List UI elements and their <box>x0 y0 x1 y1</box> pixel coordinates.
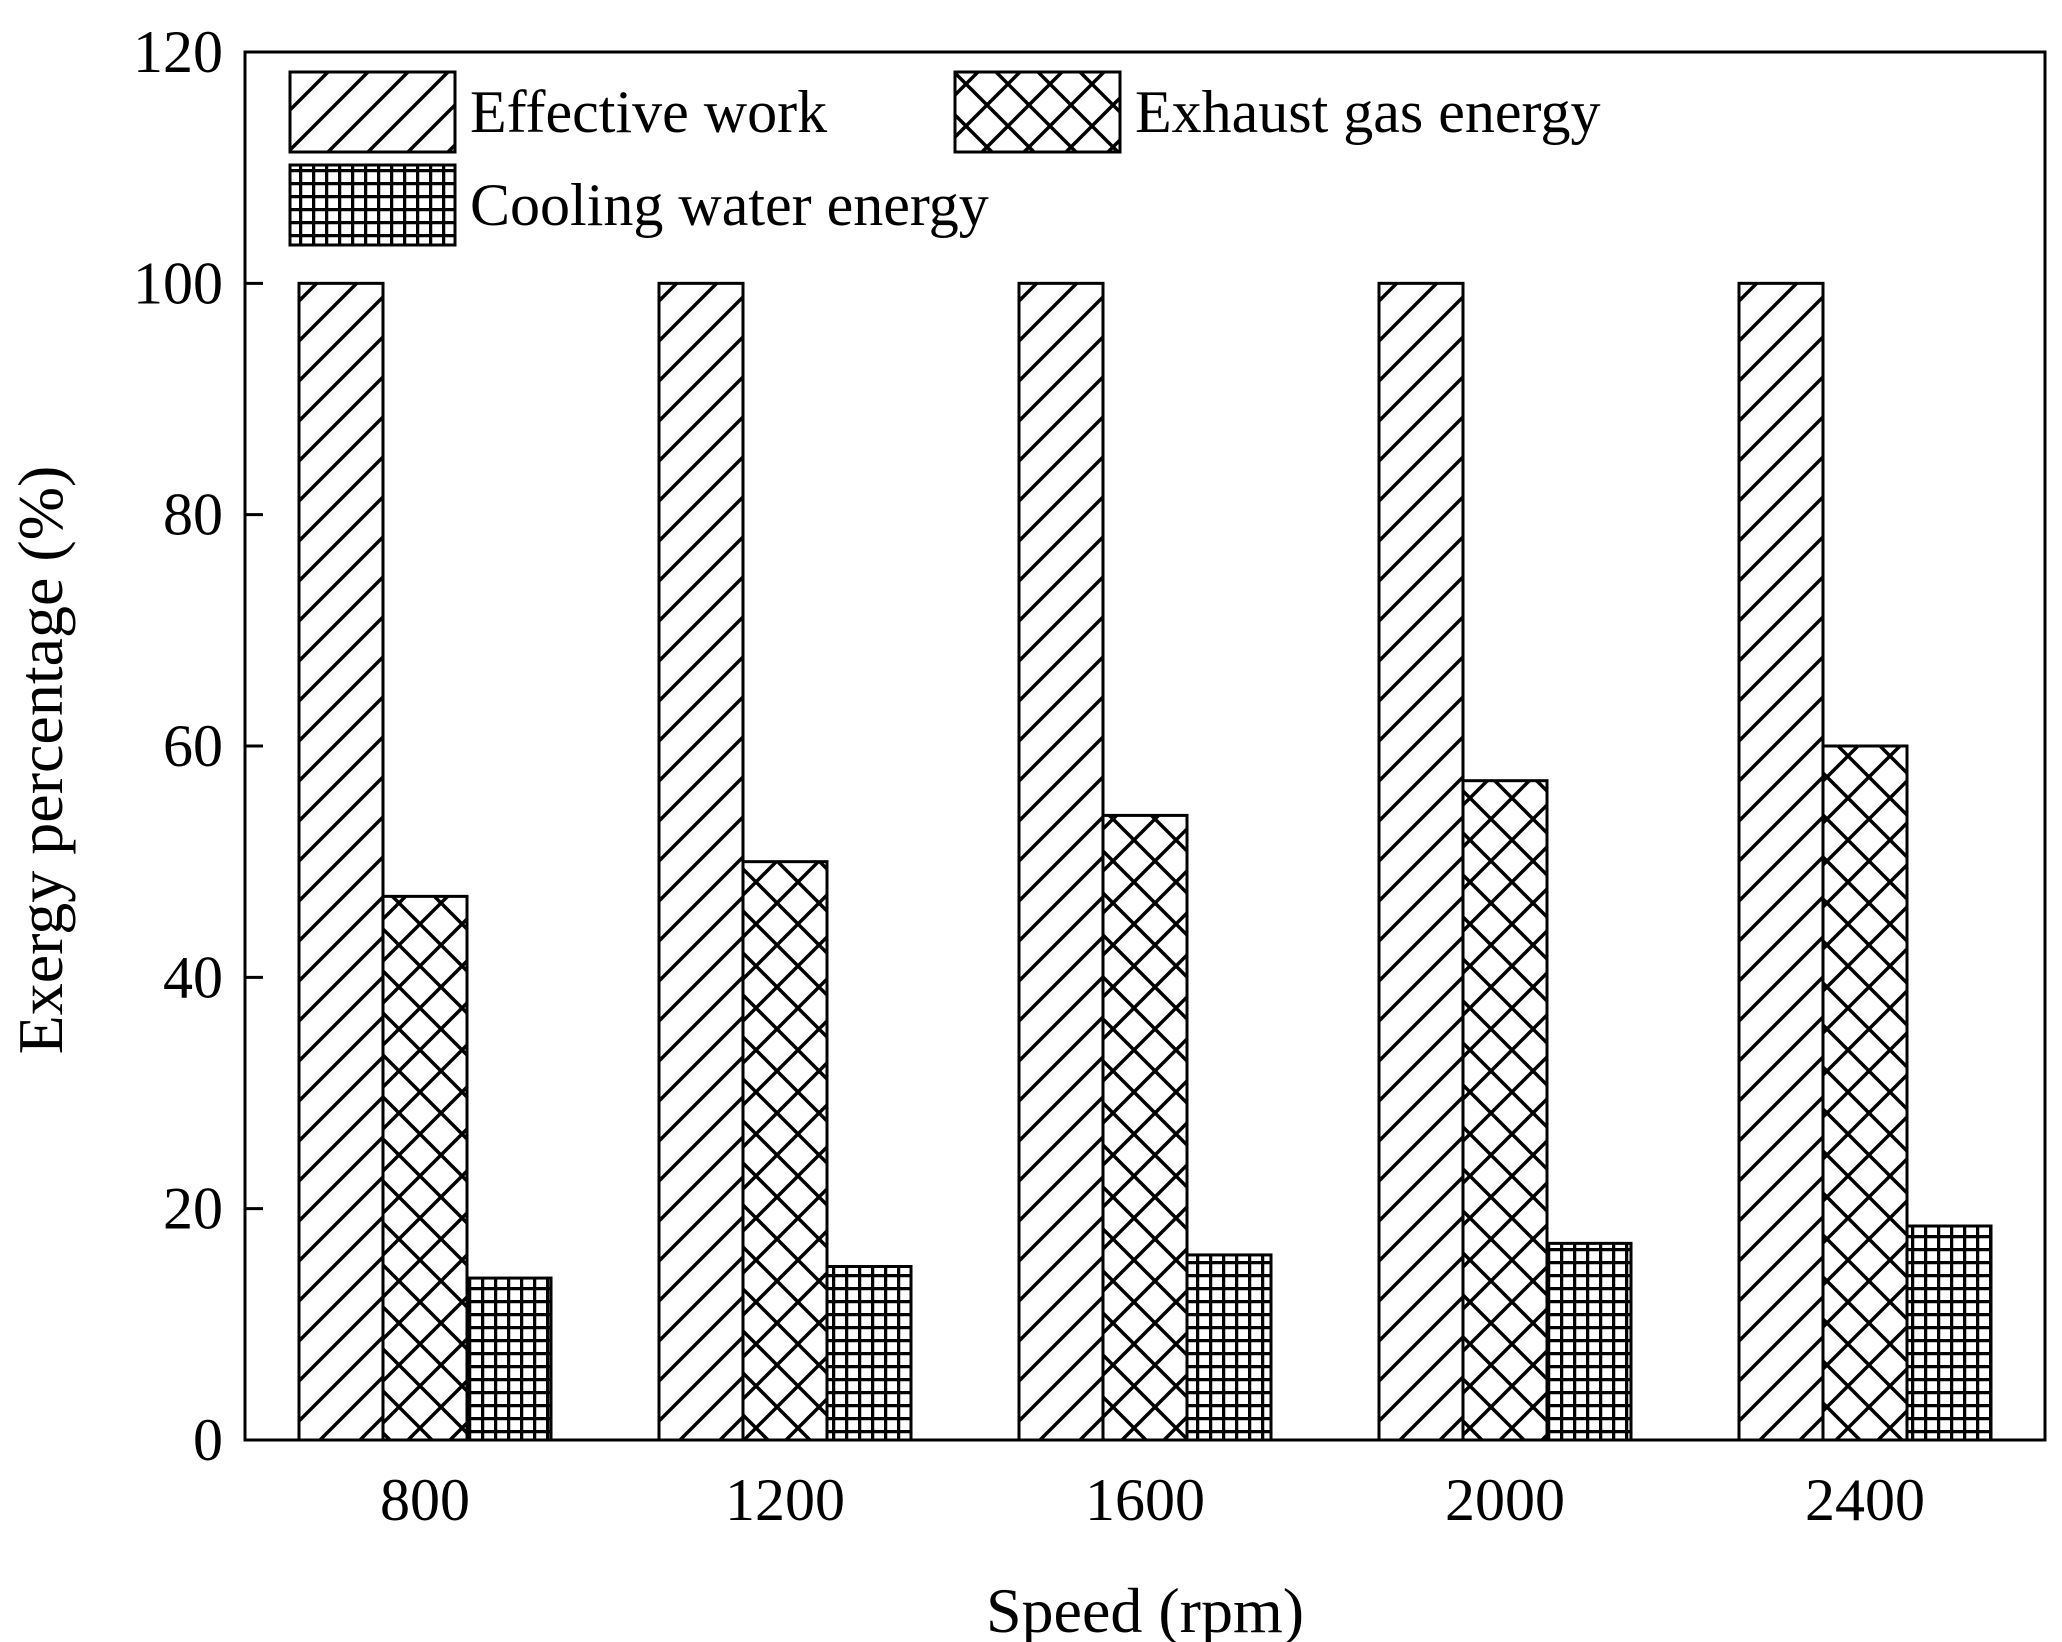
legend-label-effective-work: Effective work <box>470 79 827 145</box>
y-axis-ticks: 0 20 40 60 80 100 120 <box>133 19 263 1473</box>
x-tick-label: 1600 <box>1085 1467 1205 1533</box>
y-tick-label: 80 <box>163 482 223 548</box>
y-tick-label: 60 <box>163 713 223 779</box>
bar-cooling-water-energy-1600 <box>1185 1253 1273 1442</box>
y-axis-label: Exergy percentage (%) <box>5 466 76 1055</box>
y-tick-label: 100 <box>133 250 223 316</box>
x-axis-label: Speed (rpm) <box>986 1575 1304 1642</box>
legend-swatch-cooling-water-energy <box>288 163 457 247</box>
bar-exhaust-gas-energy-1600 <box>1101 813 1189 1442</box>
legend-swatch-effective-work <box>288 70 457 154</box>
y-tick-label: 40 <box>163 944 223 1010</box>
bar-exhaust-gas-energy-2400 <box>1821 744 1909 1442</box>
bar-cooling-water-energy-1200 <box>825 1265 913 1442</box>
bar-exhaust-gas-energy-2000 <box>1461 779 1549 1442</box>
legend-swatch-exhaust-gas-energy <box>953 70 1122 154</box>
x-tick-label: 2400 <box>1805 1467 1925 1533</box>
x-tick-label: 2000 <box>1445 1467 1565 1533</box>
bar-exhaust-gas-energy-1200 <box>741 860 829 1442</box>
bar-cooling-water-energy-2400 <box>1905 1224 1993 1442</box>
bar-effective-work-1600 <box>1017 281 1105 1442</box>
bar-effective-work-800 <box>297 281 385 1442</box>
bar-effective-work-2000 <box>1377 281 1465 1442</box>
bars <box>297 281 1993 1442</box>
legend-label-exhaust-gas-energy: Exhaust gas energy <box>1135 79 1600 145</box>
legend: Effective work Exhaust gas energy Cooling … <box>288 70 1600 247</box>
y-tick-label: 0 <box>193 1407 223 1473</box>
x-tick-label: 1200 <box>725 1467 845 1533</box>
y-tick-label: 20 <box>163 1176 223 1242</box>
x-tick-label: 800 <box>380 1467 470 1533</box>
bar-effective-work-1200 <box>657 281 745 1442</box>
bar-cooling-water-energy-800 <box>465 1276 553 1442</box>
y-tick-label: 120 <box>133 19 223 85</box>
x-axis-ticks: 800 1200 1600 2000 2400 <box>380 1467 1925 1533</box>
bar-exhaust-gas-energy-800 <box>381 894 469 1442</box>
bar-effective-work-2400 <box>1737 281 1825 1442</box>
bar-cooling-water-energy-2000 <box>1545 1241 1633 1442</box>
legend-label-cooling-water-energy: Cooling water energy <box>470 172 989 238</box>
